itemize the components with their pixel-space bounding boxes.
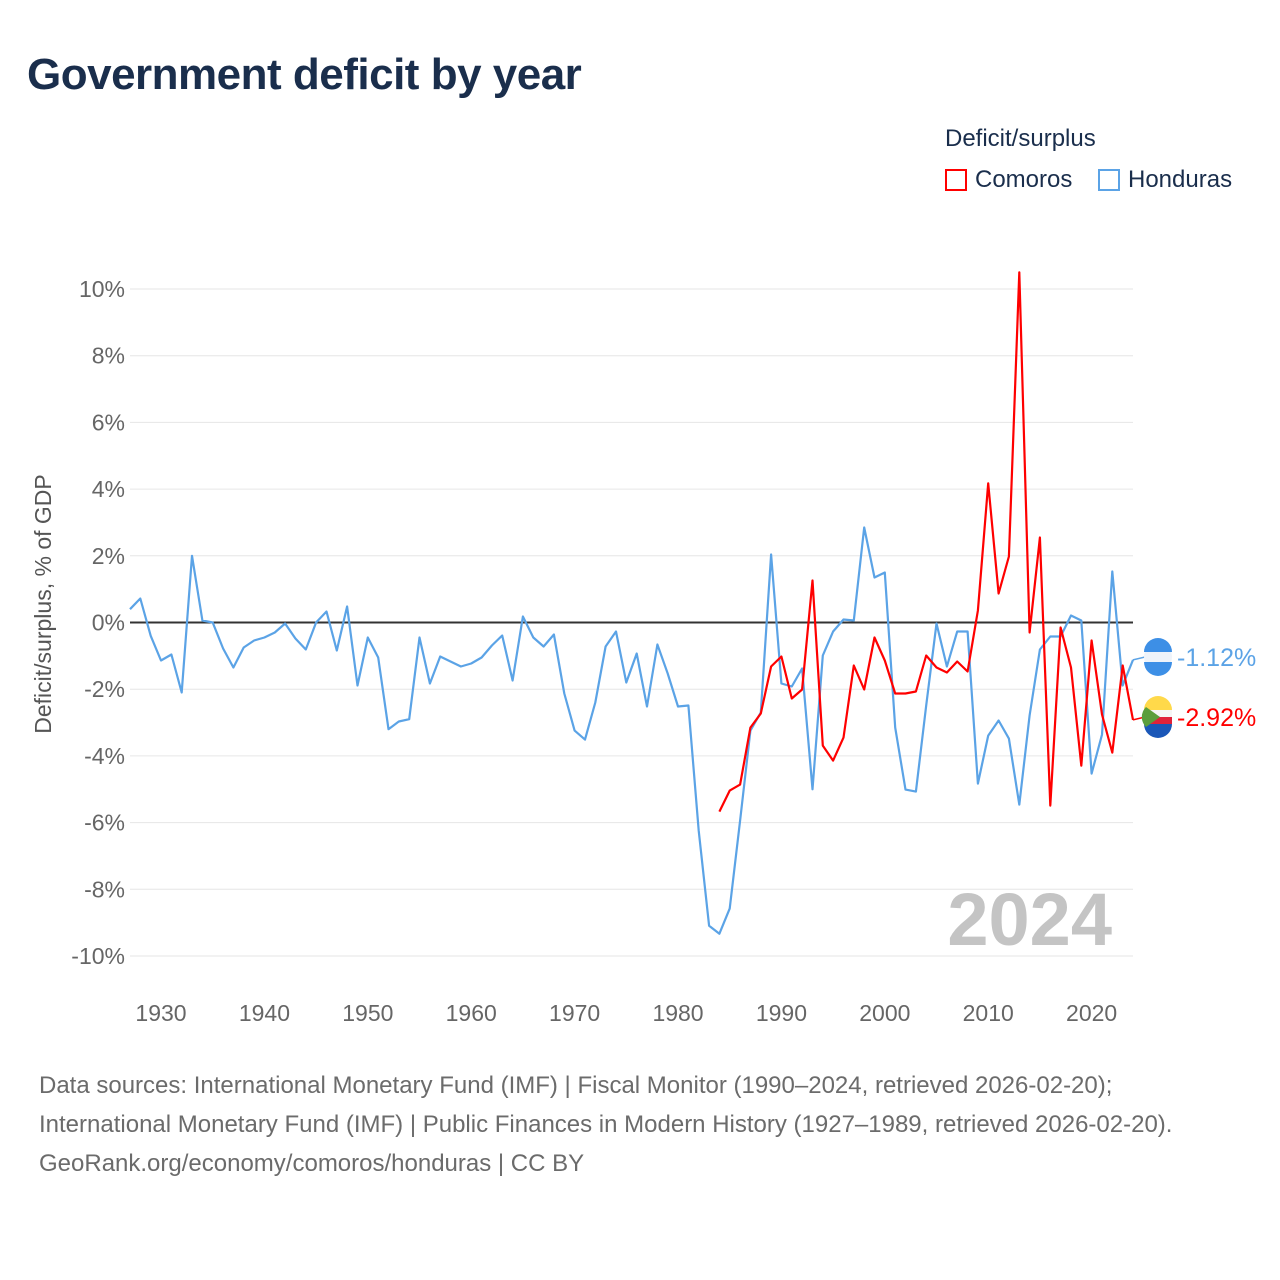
legend-item-honduras[interactable]: Honduras [1098,166,1232,194]
y-tick-label: -10% [71,943,125,969]
x-tick-label: 2020 [1066,1000,1117,1026]
y-tick-label: 8% [92,343,125,369]
x-tick-label: 1970 [549,1000,600,1026]
y-tick-label: 6% [92,409,125,435]
y-tick-label: 10% [79,276,125,302]
flag-stripe [1144,724,1172,738]
legend-swatch-comoros [945,169,967,191]
y-tick-label: -4% [84,743,125,769]
y-tick-label: 0% [92,610,125,636]
flag-stripe [1144,662,1172,676]
end-label-connector [1132,656,1146,661]
year-watermark: 2024 [947,878,1112,961]
flag-honduras-icon [1144,638,1172,676]
line-chart: 10% 8% 6% 4% 2% 0% -2% -4% -6% -8% -10% 1930 1940 195… [30,271,1256,1026]
source-link[interactable]: GeoRank.org/economy/comoros/honduras | C… [39,1150,585,1177]
x-tick-label: 1950 [342,1000,393,1026]
flag-comoros-icon [1141,696,1172,738]
y-tick-label: -8% [84,876,125,902]
end-label-honduras: -1.12% [1177,644,1256,672]
legend-label-honduras: Honduras [1128,166,1233,193]
legend-item-comoros[interactable]: Comoros [945,166,1072,194]
data-sources: Data sources: International Monetary Fun… [39,1072,1173,1138]
x-tick-label: 2010 [963,1000,1014,1026]
flag-stripe [1144,717,1172,724]
end-label-comoros: -2.92% [1177,704,1256,732]
flag-triangle [1141,707,1160,727]
flag-stripe [1144,710,1172,717]
legend-swatch-honduras [1098,169,1120,191]
y-tick-label: 2% [92,543,125,569]
legend-label-comoros: Comoros [975,166,1073,193]
chart-title: Government deficit by year [27,50,582,99]
y-tick-label: -6% [84,810,125,836]
y-tick-label: -2% [84,676,125,702]
flag-stripe [1144,638,1172,652]
x-tick-label: 1960 [446,1000,497,1026]
x-tick-label: 2000 [859,1000,910,1026]
y-axis-label: Deficit/surplus, % of GDP [30,474,56,733]
x-tick-label: 1930 [135,1000,186,1026]
series-line-comoros [718,271,1135,813]
legend-title: Deficit/surplus [945,125,1096,152]
x-tick-label: 1990 [756,1000,807,1026]
flag-stripe [1144,696,1172,710]
x-tick-label: 1940 [239,1000,290,1026]
series-line-honduras [129,526,1135,935]
x-tick-label: 1980 [652,1000,703,1026]
footer: Data sources: International Monetary Fun… [39,1066,1239,1183]
y-tick-label: 4% [92,476,125,502]
